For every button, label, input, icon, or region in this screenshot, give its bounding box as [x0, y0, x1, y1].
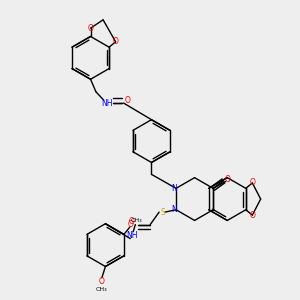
Text: O: O [250, 211, 256, 220]
Text: S: S [160, 208, 165, 217]
Text: N: N [171, 184, 176, 193]
Text: O: O [225, 175, 231, 184]
Text: CH₃: CH₃ [96, 286, 108, 292]
Text: O: O [129, 217, 135, 226]
Text: O: O [113, 37, 118, 46]
Text: O: O [99, 277, 105, 286]
Text: O: O [250, 178, 256, 188]
Text: O: O [128, 220, 134, 229]
Text: O: O [88, 24, 94, 33]
Text: CH₃: CH₃ [130, 218, 142, 223]
Text: N: N [171, 205, 176, 214]
Text: NH: NH [126, 230, 137, 239]
Text: NH: NH [101, 98, 113, 107]
Text: O: O [124, 96, 130, 105]
